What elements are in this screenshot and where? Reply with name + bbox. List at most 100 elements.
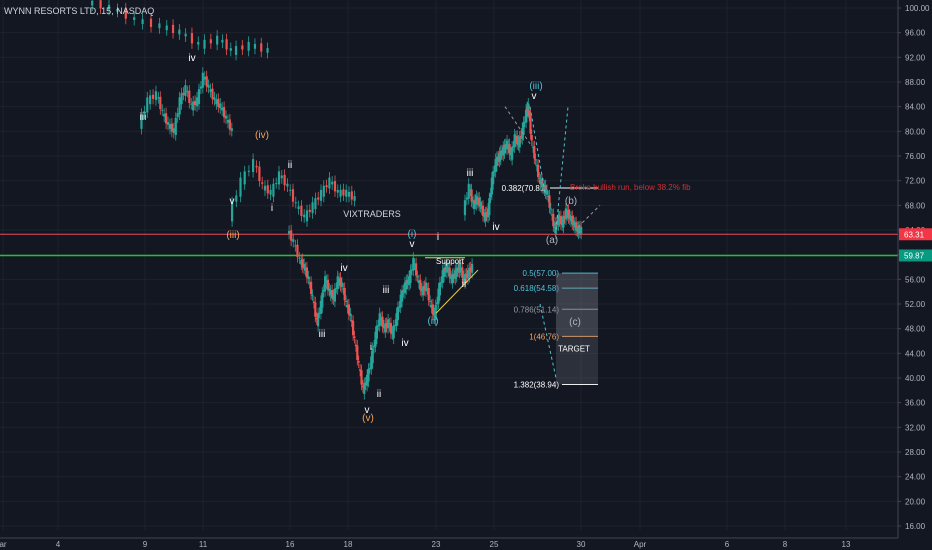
candle-body	[371, 348, 374, 364]
candle-body	[368, 368, 371, 370]
candle-body	[215, 99, 218, 105]
x-tick-label: 25	[490, 540, 499, 549]
wave-label: (b)	[565, 196, 577, 207]
candle-body	[356, 345, 359, 360]
candle-body	[568, 214, 571, 220]
candle-body	[303, 214, 306, 218]
y-tick-label: 88.00	[905, 78, 926, 87]
x-tick-label: 9	[143, 540, 148, 549]
candle-body	[266, 48, 269, 53]
candle-body	[385, 322, 388, 328]
y-tick-label: 28.00	[905, 448, 926, 457]
candle-body	[286, 183, 289, 187]
candle-body	[194, 100, 197, 106]
candle-body	[199, 86, 202, 89]
candle-body	[336, 276, 339, 290]
target-zone: TARGET	[556, 273, 598, 385]
candle-body	[466, 270, 469, 279]
chart-title: WYNN RESORTS LTD, 15, NASDAQ	[4, 6, 154, 16]
candle-body	[354, 344, 357, 347]
y-tick-label: 48.00	[905, 325, 926, 334]
candle-body	[544, 185, 547, 194]
candle-body	[165, 25, 168, 31]
candle-body	[409, 270, 412, 284]
candle-body	[366, 374, 369, 386]
candle-body	[467, 183, 470, 199]
target-zone-fill	[556, 273, 598, 385]
candle-body	[336, 189, 339, 193]
candle-body	[486, 208, 490, 218]
candle-body	[465, 273, 468, 278]
candle-body	[577, 226, 580, 234]
candle-body	[291, 189, 295, 202]
candle-body	[412, 257, 415, 271]
candle-body	[459, 268, 462, 271]
candle-body	[124, 8, 127, 19]
candle-body	[300, 259, 303, 265]
candle-body	[457, 267, 460, 272]
candle-body	[513, 134, 516, 148]
candle-body	[359, 369, 362, 371]
candle-body	[469, 267, 472, 272]
candle-body	[552, 213, 555, 227]
y-tick-label: 56.00	[905, 275, 926, 284]
candle-body	[480, 206, 483, 210]
candle-body	[381, 316, 384, 328]
y-axis[interactable]: 100.00 96.00 92.00 88.00 84.00 80.00 76.00 72.0…	[897, 0, 932, 538]
fib-label: 1.382(38.94)	[514, 381, 560, 390]
candle-body	[298, 257, 301, 259]
candle-body	[445, 263, 448, 273]
candle-body	[275, 183, 278, 185]
candle-body	[549, 208, 552, 210]
candle-body	[338, 278, 341, 284]
grid	[0, 0, 898, 530]
candle-body	[427, 287, 430, 301]
candle-body	[440, 281, 443, 283]
candle-body	[192, 101, 195, 111]
candle-body	[370, 356, 373, 370]
candle-body	[224, 115, 228, 119]
candle-body	[209, 39, 212, 44]
candle-body	[243, 171, 246, 185]
candle-body	[567, 209, 570, 219]
candle-body	[325, 280, 328, 284]
fib-levels: 0.382(70.81) 0.5(57.00) 0.618(54.58) 0.786(…	[502, 184, 598, 390]
candle-body	[347, 191, 351, 197]
candle-body	[539, 179, 542, 185]
candle-body	[503, 144, 506, 154]
candle-body	[399, 294, 402, 308]
candle-body	[333, 288, 336, 302]
candle-body	[525, 107, 529, 117]
candle-body	[559, 216, 562, 225]
price-tag-label: 59.87	[904, 251, 925, 260]
candle-body	[263, 185, 267, 191]
candle-body	[564, 208, 568, 220]
candle-body	[342, 288, 345, 290]
candle-body	[188, 90, 191, 103]
candle-body	[349, 313, 352, 316]
candle-body	[388, 323, 391, 327]
candle-body	[571, 216, 574, 225]
wave-label: v	[365, 405, 370, 416]
wave-label: (iv)	[255, 130, 269, 141]
candle-body	[312, 301, 315, 303]
candle-body	[321, 292, 324, 308]
candle-body	[311, 294, 314, 296]
candle-body	[573, 222, 576, 228]
candle-body	[315, 317, 318, 320]
candle-body	[207, 85, 210, 88]
candle-body	[451, 274, 454, 284]
candle-body	[239, 177, 242, 197]
candle-body	[547, 196, 550, 198]
candle-body	[476, 198, 480, 203]
candle-body	[489, 193, 492, 198]
x-axis[interactable]: ar 4 9 11 16 18 23 25 30 Apr 6 8 13	[0, 537, 898, 549]
candle-body	[261, 182, 264, 184]
candle-body	[403, 282, 406, 294]
candle-body	[431, 304, 434, 315]
candle-body	[563, 216, 566, 219]
candle-body	[184, 33, 187, 37]
candle-body	[308, 209, 311, 212]
